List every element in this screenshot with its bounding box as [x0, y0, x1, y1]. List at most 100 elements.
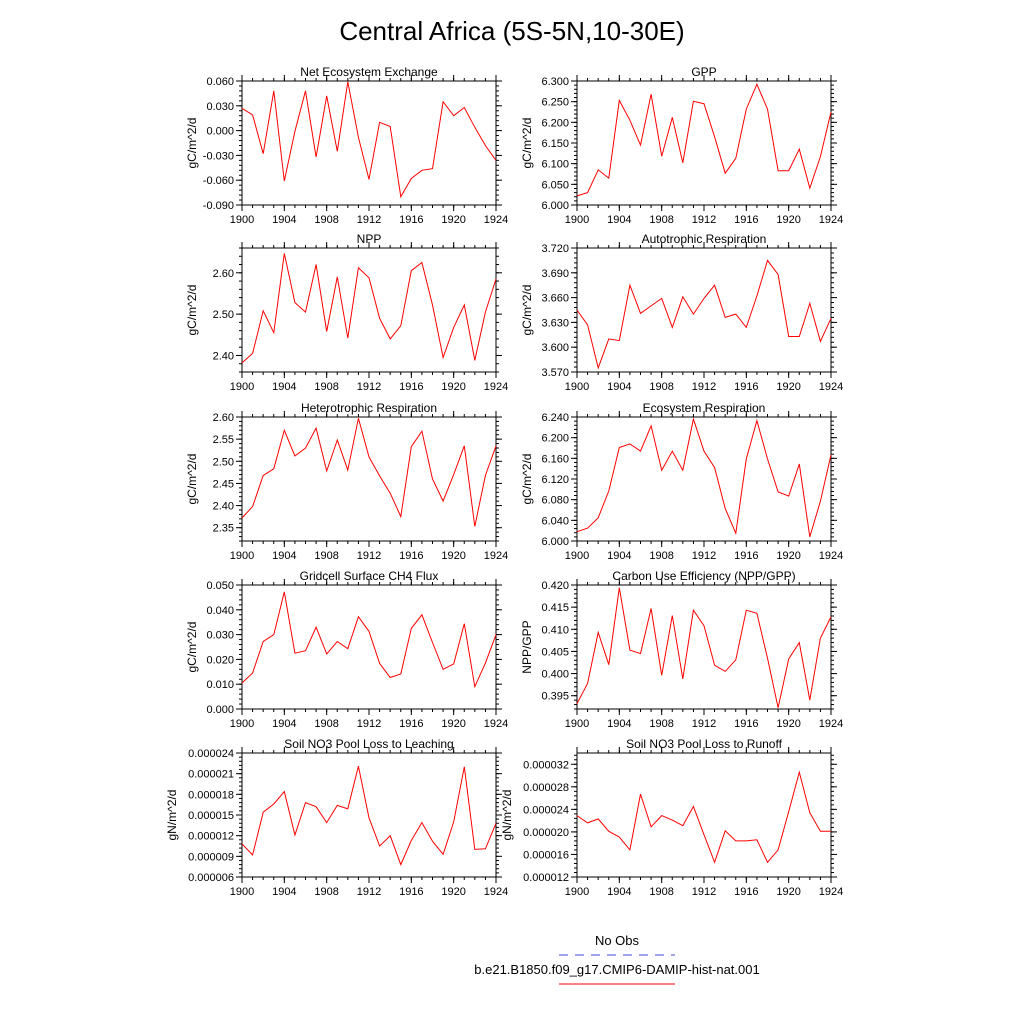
- x-tick-label: 1900: [565, 886, 589, 898]
- y-tick-label: 0.000021: [188, 769, 234, 781]
- x-tick-label: 1904: [272, 381, 296, 393]
- y-tick-label: -0.090: [203, 200, 234, 212]
- y-tick-label: 2.45: [213, 478, 234, 490]
- legend-label-0: No Obs: [595, 933, 640, 948]
- x-tick-label: 1916: [399, 718, 423, 730]
- x-tick-label: 1912: [692, 886, 716, 898]
- y-tick-label: 3.600: [541, 342, 569, 354]
- y-tick-label: 2.40: [213, 501, 234, 513]
- x-tick-label: 1904: [272, 214, 296, 226]
- x-tick-label: 1912: [692, 718, 716, 730]
- x-tick-label: 1904: [607, 886, 631, 898]
- y-tick-label: 6.150: [541, 138, 569, 150]
- panel-title: Carbon Use Efficiency (NPP/GPP): [612, 569, 795, 583]
- x-tick-label: 1924: [484, 718, 508, 730]
- y-axis-label: gC/m^2/d: [185, 454, 199, 505]
- y-axis-label: gC/m^2/d: [520, 454, 534, 505]
- x-tick-label: 1924: [484, 381, 508, 393]
- y-tick-label: 2.50: [213, 456, 234, 468]
- y-tick-label: 6.000: [541, 200, 569, 212]
- x-tick-label: 1904: [272, 550, 296, 562]
- y-tick-label: 2.40: [213, 350, 234, 362]
- y-tick-label: 0.000024: [523, 804, 569, 816]
- y-tick-label: 0.000006: [188, 872, 234, 884]
- x-tick-label: 1920: [441, 886, 465, 898]
- panel-title: Soil NO3 Pool Loss to Runoff: [626, 737, 783, 751]
- y-tick-label: 0.000020: [523, 827, 569, 839]
- x-tick-label: 1912: [357, 381, 381, 393]
- x-tick-label: 1924: [484, 886, 508, 898]
- y-tick-label: 2.60: [213, 412, 234, 424]
- x-tick-label: 1920: [776, 886, 800, 898]
- y-tick-label: 2.35: [213, 523, 234, 535]
- y-tick-label: 0.060: [206, 76, 234, 88]
- series-line-0: [241, 765, 497, 866]
- x-tick-label: 1916: [734, 550, 758, 562]
- x-tick-label: 1908: [649, 886, 673, 898]
- x-tick-label: 1916: [399, 381, 423, 393]
- y-tick-label: 6.000: [541, 536, 569, 548]
- y-tick-label: 0.020: [206, 654, 234, 666]
- y-tick-label: 6.250: [541, 97, 569, 109]
- series-line-0: [576, 587, 832, 708]
- x-tick-label: 1908: [649, 718, 673, 730]
- x-tick-label: 1908: [649, 550, 673, 562]
- panel-npp: NPP 1900 1904 1908 1912 1916 1920 1924 2.40 2.50 2…: [185, 232, 508, 393]
- panel-title: Gridcell Surface CH4 Flux: [300, 569, 439, 583]
- y-tick-label: 0.050: [206, 580, 234, 592]
- panel-carbon-use-efficiency-npp-gpp: Carbon Use Efficiency (NPP/GPP) 1900 1904 1…: [520, 569, 843, 730]
- series-line-0: [241, 253, 497, 364]
- y-tick-label: 6.160: [541, 453, 569, 465]
- x-tick-label: 1912: [357, 886, 381, 898]
- y-tick-label: 2.60: [213, 268, 234, 280]
- y-tick-label: 3.660: [541, 293, 569, 305]
- x-tick-label: 1900: [565, 550, 589, 562]
- y-tick-label: 0.000: [206, 126, 234, 138]
- legend: No Obs b.e21.B1850.f09_g17.CMIP6-DAMIP-hi…: [474, 933, 760, 985]
- x-tick-label: 1916: [399, 214, 423, 226]
- x-tick-label: 1904: [607, 550, 631, 562]
- y-tick-label: 0.395: [541, 691, 569, 703]
- y-tick-label: 0.000012: [523, 872, 569, 884]
- plot-frame: [241, 247, 497, 373]
- x-tick-label: 1900: [565, 381, 589, 393]
- y-tick-label: 0.000018: [188, 789, 234, 801]
- y-axis-label: gC/m^2/d: [185, 118, 199, 169]
- y-tick-label: 6.200: [541, 433, 569, 445]
- panel-title: NPP: [357, 232, 382, 246]
- x-tick-label: 1912: [692, 550, 716, 562]
- x-tick-label: 1920: [441, 214, 465, 226]
- x-tick-label: 1912: [357, 718, 381, 730]
- y-tick-label: 0.000016: [523, 849, 569, 861]
- x-tick-label: 1908: [314, 214, 338, 226]
- series-line-0: [576, 417, 832, 538]
- plot-frame: [576, 416, 832, 542]
- y-tick-label: 0.000015: [188, 810, 234, 822]
- x-tick-label: 1920: [776, 550, 800, 562]
- y-axis-label: gN/m^2/d: [165, 790, 179, 841]
- x-tick-label: 1908: [314, 718, 338, 730]
- x-tick-label: 1916: [734, 214, 758, 226]
- x-tick-label: 1912: [357, 214, 381, 226]
- x-tick-label: 1908: [314, 381, 338, 393]
- plot-frame: [241, 752, 497, 878]
- x-tick-label: 1916: [734, 886, 758, 898]
- series-line-0: [576, 770, 831, 864]
- x-tick-label: 1912: [692, 214, 716, 226]
- panel-title: Net Ecosystem Exchange: [300, 65, 438, 79]
- panel-net-ecosystem-exchange: Net Ecosystem Exchange 1900 1904 1908 1912 19…: [185, 65, 508, 226]
- panel-autotrophic-respiration: Autotrophic Respiration 1900 1904 1908 1912 1…: [520, 232, 843, 393]
- x-tick-label: 1908: [649, 214, 673, 226]
- x-tick-label: 1900: [230, 214, 254, 226]
- series-line-0: [241, 418, 497, 527]
- x-tick-label: 1924: [819, 550, 843, 562]
- y-tick-label: 6.120: [541, 474, 569, 486]
- y-tick-label: 0.000032: [523, 759, 569, 771]
- y-tick-label: 0.040: [206, 605, 234, 617]
- x-tick-label: 1904: [272, 718, 296, 730]
- y-tick-label: 0.000009: [188, 851, 234, 863]
- x-tick-label: 1912: [692, 381, 716, 393]
- y-tick-label: 6.050: [541, 179, 569, 191]
- x-tick-label: 1904: [272, 886, 296, 898]
